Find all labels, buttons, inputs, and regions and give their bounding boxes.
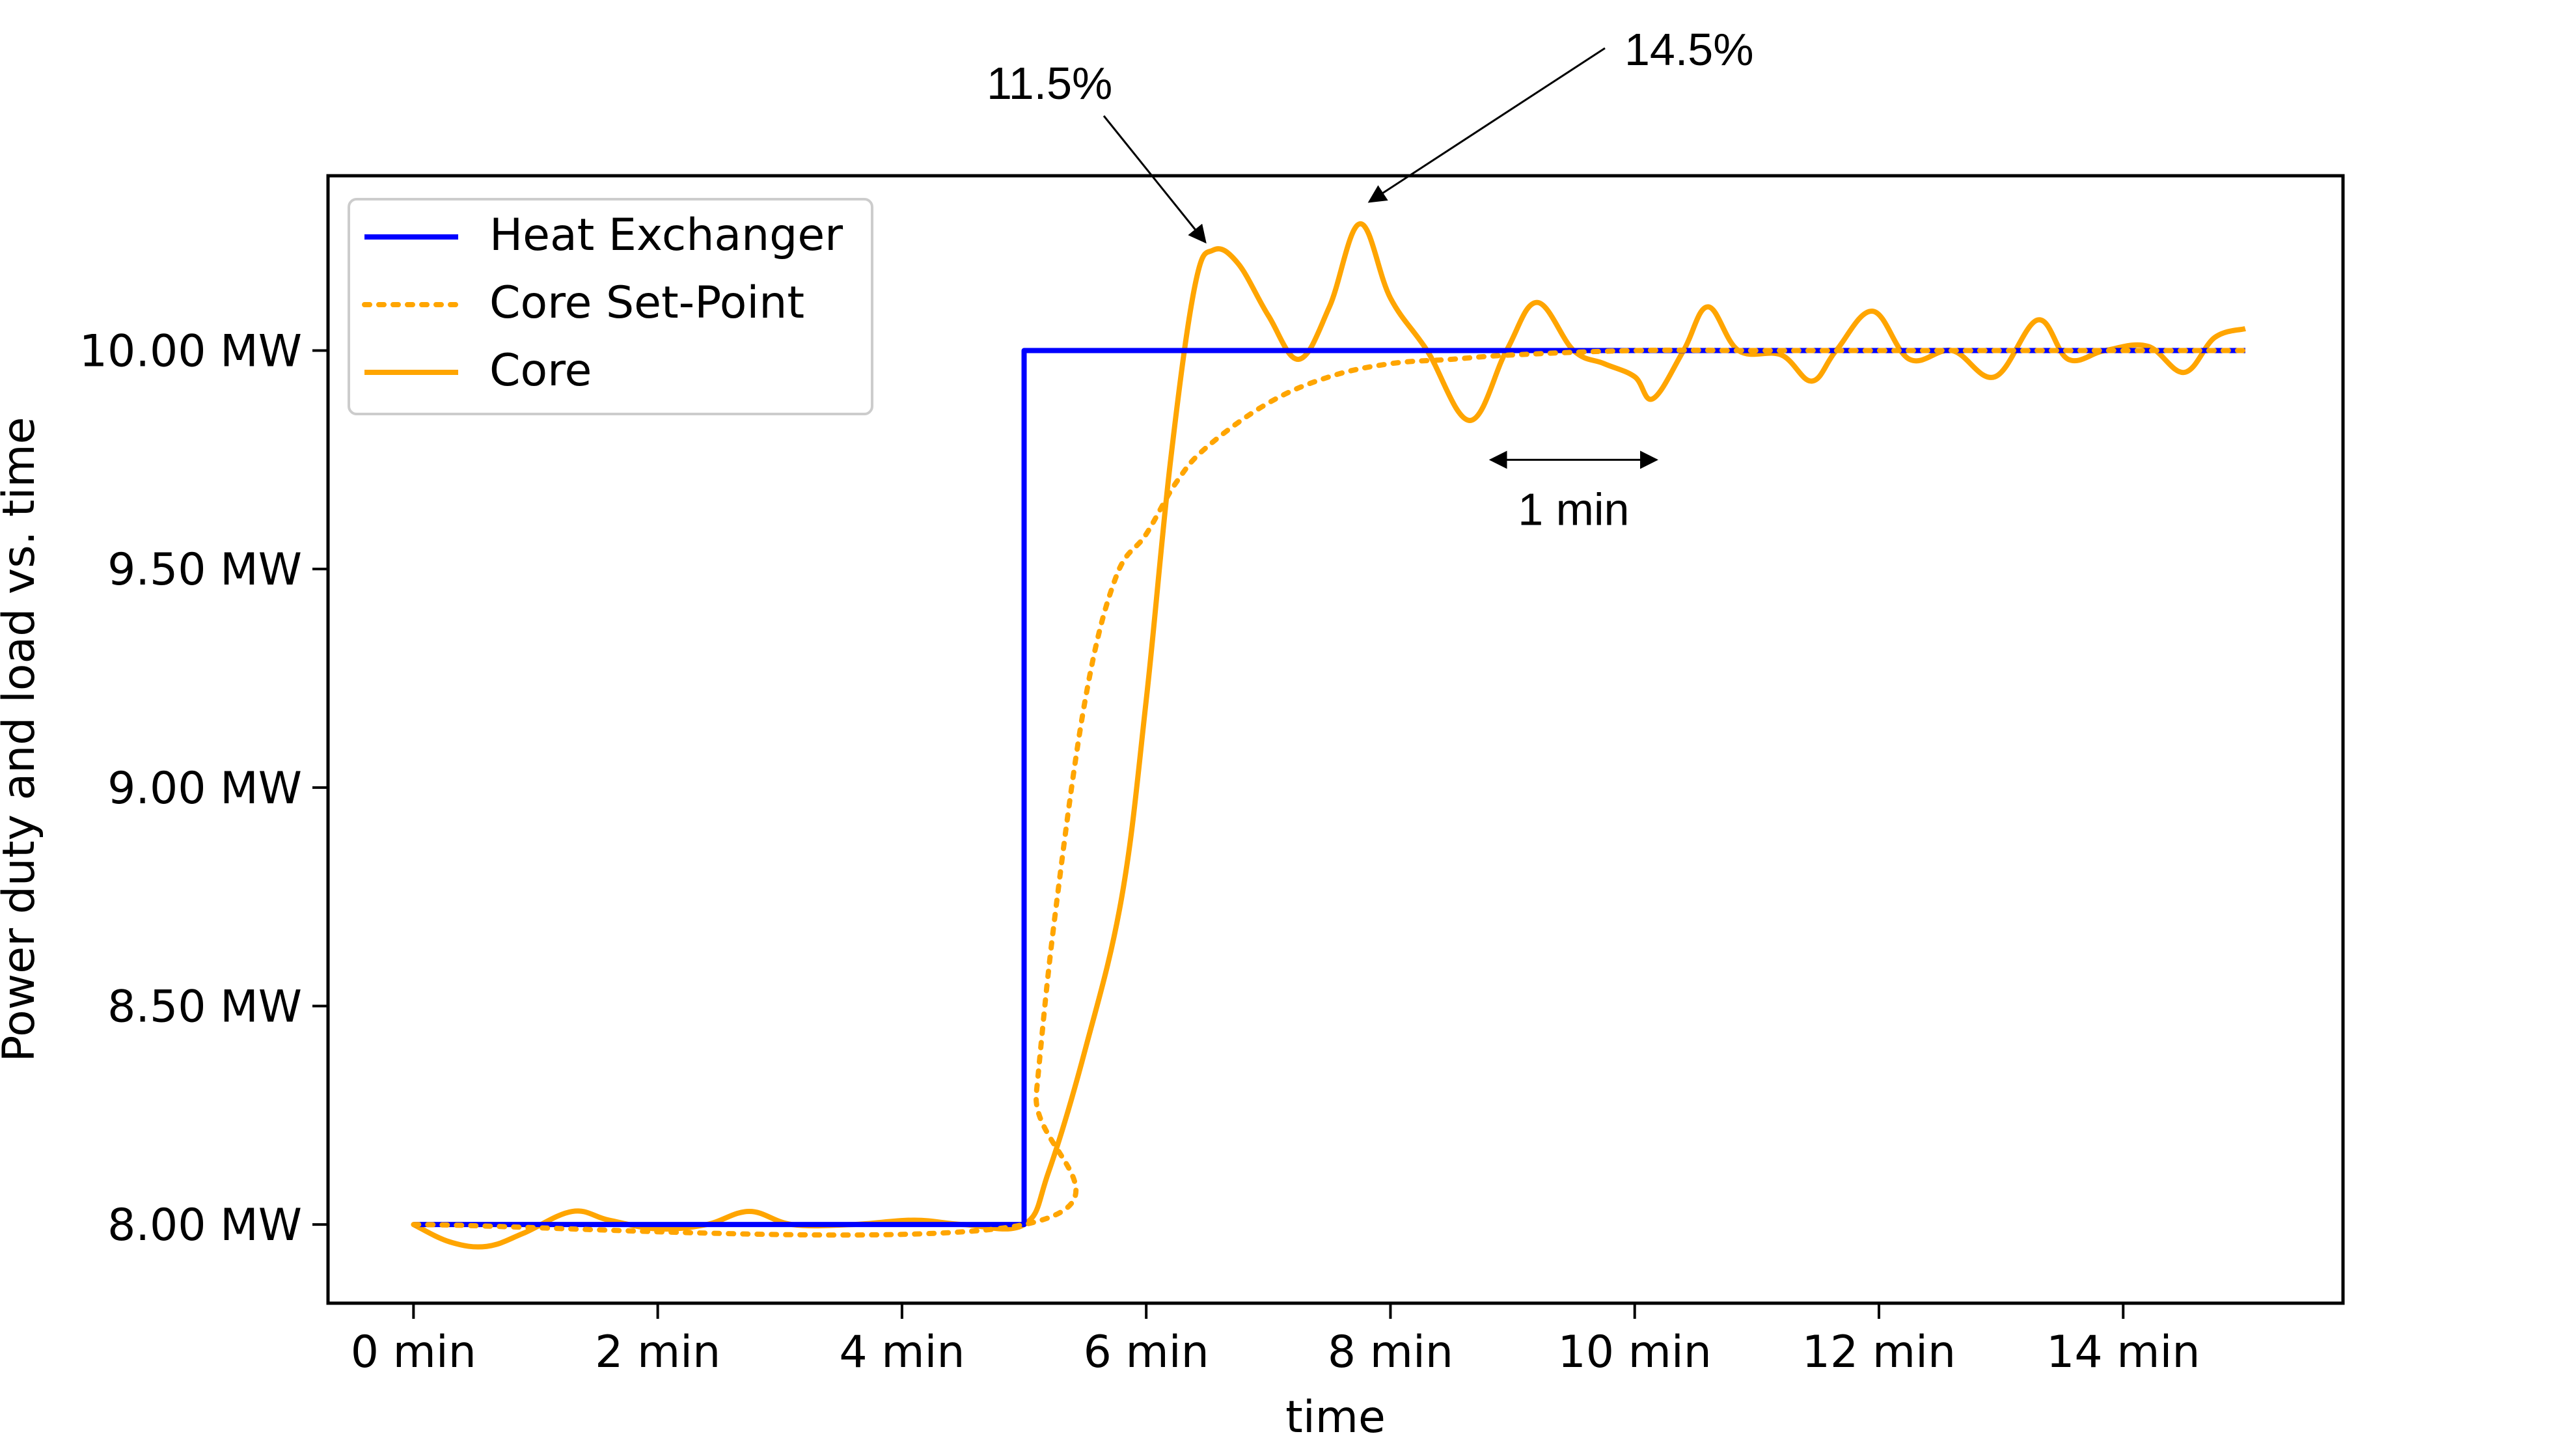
series-layer <box>411 221 2248 1250</box>
x-tick-label: 2 min <box>595 1327 720 1378</box>
x-axis-ticks: 0 min 2 min 4 min 6 min 8 min 10 min 12 min 14 … <box>351 1303 2200 1378</box>
y-tick-label: 8.50 MW <box>107 982 302 1033</box>
y-axis-label: Power duty and load vs. time <box>0 417 45 1062</box>
annotation-peak-2-arrow <box>1367 47 1606 203</box>
series-line-heat-exchanger <box>413 348 2245 1228</box>
x-tick-label: 14 min <box>2046 1327 2200 1378</box>
annotation-peak-1-arrow <box>1103 115 1207 244</box>
annotations: 11.5% 14.5% 1 min <box>987 24 1753 534</box>
x-tick-label: 4 min <box>839 1327 965 1378</box>
y-tick-label: 8.00 MW <box>107 1200 302 1251</box>
legend-label-heat-exchanger: Heat Exchanger <box>489 210 843 261</box>
y-tick-label: 10.00 MW <box>79 326 302 378</box>
y-tick-label: 9.00 MW <box>107 763 302 814</box>
x-axis-label: time <box>1285 1392 1386 1443</box>
annotation-period-label: 1 min <box>1518 484 1629 534</box>
x-tick-label: 0 min <box>351 1327 476 1378</box>
series-line-core-set-point <box>411 347 2248 1238</box>
plot-frame <box>326 174 2345 1305</box>
legend-label-core-set-point: Core Set-Point <box>489 277 804 329</box>
y-axis-ticks: 8.00 MW 8.50 MW 9.00 MW 9.50 MW 10.00 MW <box>79 326 328 1251</box>
legend-box <box>348 198 873 415</box>
x-tick-label: 6 min <box>1084 1327 1209 1378</box>
legend-label-core: Core <box>489 345 592 396</box>
x-tick-label: 10 min <box>1558 1327 1712 1378</box>
x-tick-label: 12 min <box>1802 1327 1956 1378</box>
x-tick-label: 8 min <box>1328 1327 1453 1378</box>
annotation-peak-2-label: 14.5% <box>1624 24 1753 75</box>
y-tick-label: 9.50 MW <box>107 544 302 596</box>
annotation-peak-1-label: 11.5% <box>987 58 1112 109</box>
legend: Heat Exchanger Core Set-Point Core <box>348 198 873 415</box>
